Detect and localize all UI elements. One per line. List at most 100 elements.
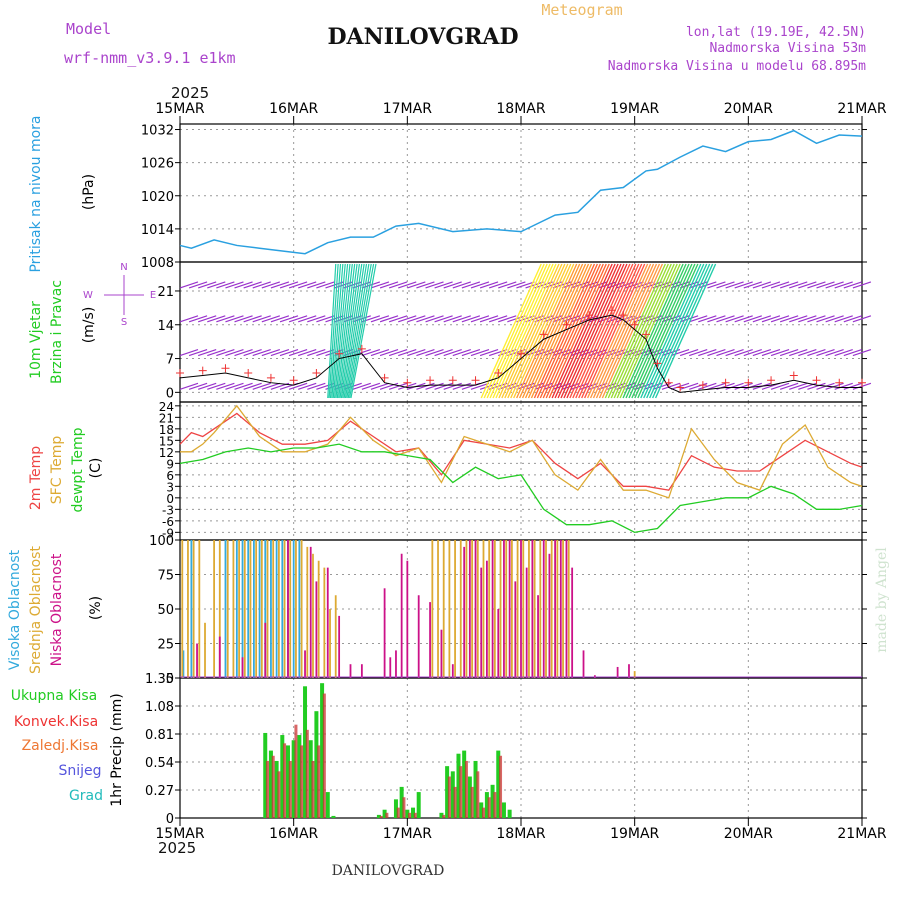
ylabel-sfc: SFC Temp	[49, 436, 65, 505]
precip-bar-total_precip	[325, 792, 330, 818]
wind-arrow	[843, 348, 863, 357]
ylabel-pressure-unit: (hPa)	[81, 174, 97, 210]
precip-bar-conv_precip	[402, 797, 406, 818]
wind-arrow	[234, 348, 253, 357]
wind-arrow	[307, 315, 326, 323]
wind-arrow	[488, 281, 508, 289]
gust-marker	[335, 349, 344, 358]
precip-bar-total_precip	[268, 750, 273, 818]
footer-title: DANILOVGRAD	[332, 863, 445, 879]
precip-bar-conv_precip	[294, 724, 298, 818]
y-tick-label: 15	[159, 434, 174, 448]
wind-arrow-teal	[328, 263, 339, 399]
precip-bar-total_precip	[314, 711, 319, 818]
y-tick-label: 0	[166, 812, 174, 827]
wind-arrow	[425, 382, 444, 390]
ylabel-wind: 10m Vjetar	[28, 301, 44, 379]
wind-arrow-strong	[616, 263, 678, 399]
wind-arrow	[288, 382, 308, 390]
wind-arrow-teal	[340, 263, 361, 399]
wind-arrow-strong	[631, 263, 693, 399]
wind-arrow-strong	[584, 263, 646, 399]
wind-arrow	[316, 315, 335, 323]
gust-marker	[380, 373, 389, 382]
wind-arrow	[243, 382, 262, 390]
ylabel-precip-unit: 1hr Precip (mm)	[109, 693, 125, 806]
wind-arrow-strong	[607, 263, 669, 399]
wind-arrow	[807, 281, 826, 289]
wind-arrow	[743, 315, 762, 323]
wind-arrow	[461, 315, 481, 323]
gust-marker	[744, 378, 753, 387]
ylabel-temp-unit: (C)	[88, 458, 104, 479]
wind-arrow	[316, 281, 335, 289]
model-name: wrf-nmm_v3.9.1 e1km	[64, 49, 236, 67]
y-tick-label: 1.08	[145, 700, 174, 715]
wind-arrow	[298, 281, 317, 289]
x-tick-label: 18MAR	[496, 101, 545, 117]
wind-arrow	[734, 315, 753, 323]
wind-arrow-teal	[347, 263, 372, 399]
wind-arrow	[770, 281, 790, 289]
wind-arrow	[707, 382, 726, 390]
wind-arrow-strong	[566, 263, 628, 399]
wind-arrow-strong	[530, 263, 593, 399]
wind-arrow	[761, 281, 781, 289]
wind-arrow-strong	[492, 263, 554, 399]
model-label: Model	[66, 20, 111, 38]
wind-arrow-teal	[332, 263, 346, 399]
precip-bar-conv_precip	[487, 797, 491, 818]
precip-legend-item: Grad	[69, 788, 103, 804]
x-tick-label: 15MAR	[155, 826, 204, 842]
wind-arrow	[707, 348, 726, 357]
wind-arrow-strong	[516, 263, 578, 399]
y-tick-label: 21	[159, 411, 174, 425]
wind-arrow	[743, 281, 762, 289]
wind-arrow	[197, 382, 217, 390]
wind-arrow	[288, 315, 308, 323]
gust-marker	[676, 383, 685, 392]
model-elevation-label: Nadmorska Visina u modelu 68.895m	[608, 59, 866, 74]
y-tick-label: 0	[166, 672, 174, 687]
wind-arrow	[216, 382, 235, 390]
station-title: DANILOVGRAD	[327, 24, 518, 50]
precip-bar-conv_precip	[464, 760, 468, 818]
precip-bar-conv_precip	[305, 729, 309, 818]
x-tick-label: 19MAR	[610, 101, 659, 117]
wind-arrow	[452, 382, 471, 390]
y-tick-label: 21	[157, 285, 174, 300]
wind-arrow	[779, 315, 799, 323]
wind-arrow	[443, 315, 462, 323]
precip-bar-total_precip	[376, 814, 381, 818]
precip-legend-item: Ukupna Kisa	[11, 688, 98, 704]
wind-arrow	[416, 281, 435, 289]
gust-marker	[698, 381, 707, 390]
precip-bar-total_precip	[285, 745, 290, 818]
wind-arrow	[834, 382, 853, 390]
compass-north: N	[120, 262, 127, 273]
wind-arrow-strong	[545, 263, 607, 399]
wind-arrow	[388, 348, 408, 357]
gust-marker	[664, 378, 673, 387]
wind-arrow	[734, 382, 753, 390]
wind-arrow	[843, 382, 863, 390]
wind-arrow	[261, 382, 281, 390]
gust-marker	[426, 376, 435, 385]
wind-arrow-strong	[560, 263, 622, 399]
wind-arrow	[234, 315, 253, 323]
precip-bar-total_precip	[450, 771, 455, 818]
wind-arrow	[834, 281, 853, 289]
wind-arrow	[388, 281, 408, 289]
wind-arrow	[670, 348, 690, 357]
wind-arrow	[652, 382, 672, 390]
x-tick-label: 17MAR	[383, 101, 432, 117]
precip-bar-conv_precip	[317, 745, 321, 818]
wind-arrow	[507, 281, 526, 289]
y-tick-label: 1.35	[145, 672, 174, 687]
ylabel-high-cloud: Visoka Oblacnost	[7, 549, 23, 670]
wind-arrow-teal	[344, 263, 368, 399]
wind-arrow	[452, 281, 471, 289]
wind-arrow	[770, 315, 790, 323]
wind-arrow	[370, 382, 390, 390]
wind-arrow-strong	[589, 263, 652, 399]
